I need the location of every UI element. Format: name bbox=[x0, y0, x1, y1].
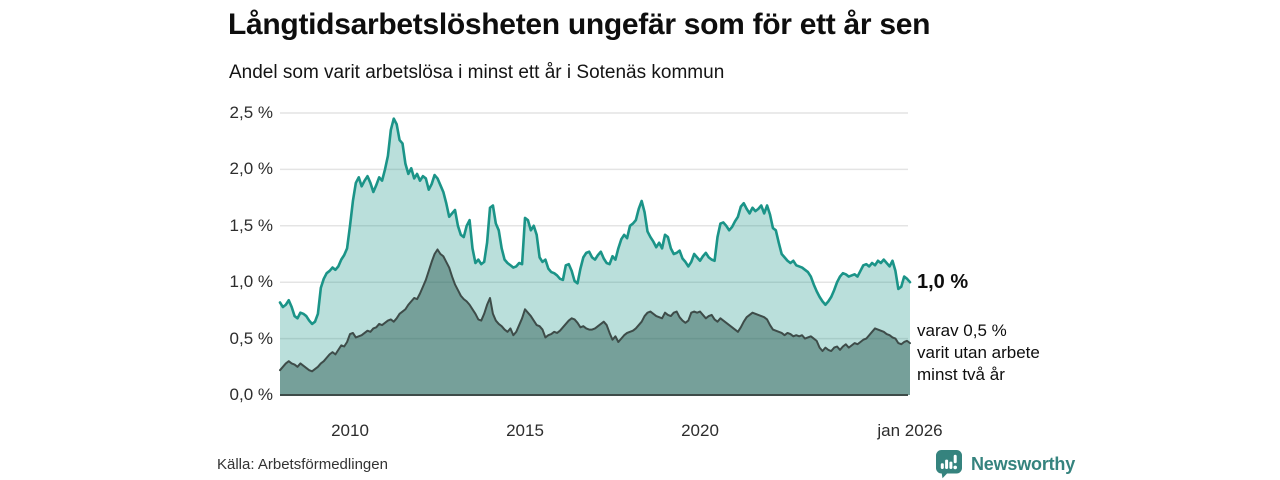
series-min-one-year-area bbox=[280, 118, 910, 395]
series-min-two-years-line bbox=[279, 248, 911, 373]
y-tick-label: 2,0 % bbox=[229, 159, 273, 179]
y-tick-label: 1,0 % bbox=[229, 272, 273, 292]
end-value-label: 1,0 % bbox=[917, 271, 969, 293]
newsworthy-icon bbox=[936, 450, 962, 479]
end-annotation: varav 0,5 % varit utan arbete minst två år bbox=[917, 320, 1040, 386]
source-note: Källa: Arbetsförmedlingen bbox=[217, 456, 388, 473]
x-tick-label: 2010 bbox=[331, 421, 369, 440]
y-tick-label: 1,5 % bbox=[229, 215, 273, 235]
end-annotation-line: varav 0,5 % bbox=[917, 321, 1007, 340]
x-tick-label: 2015 bbox=[506, 421, 544, 440]
brand-logo[interactable]: Newsworthy bbox=[935, 449, 1075, 479]
y-tick-label: 0,5 % bbox=[229, 328, 273, 348]
chart-subtitle: Andel som varit arbetslösa i minst ett å… bbox=[229, 62, 725, 83]
y-tick-label: 2,5 % bbox=[229, 103, 273, 122]
brand-wordmark: Newsworthy bbox=[971, 453, 1076, 474]
x-tick-label: 2020 bbox=[681, 421, 719, 440]
series-min-two-years-area bbox=[280, 249, 910, 395]
x-tick-label: jan 2026 bbox=[877, 421, 943, 440]
end-annotation-line: minst två år bbox=[917, 365, 1005, 384]
page-title: Långtidsarbetslösheten ungefär som för e… bbox=[228, 8, 931, 41]
y-tick-label: 0,0 % bbox=[229, 385, 273, 404]
end-annotation-line: varit utan arbete bbox=[917, 343, 1040, 362]
series-min-one-year-line bbox=[278, 117, 912, 326]
